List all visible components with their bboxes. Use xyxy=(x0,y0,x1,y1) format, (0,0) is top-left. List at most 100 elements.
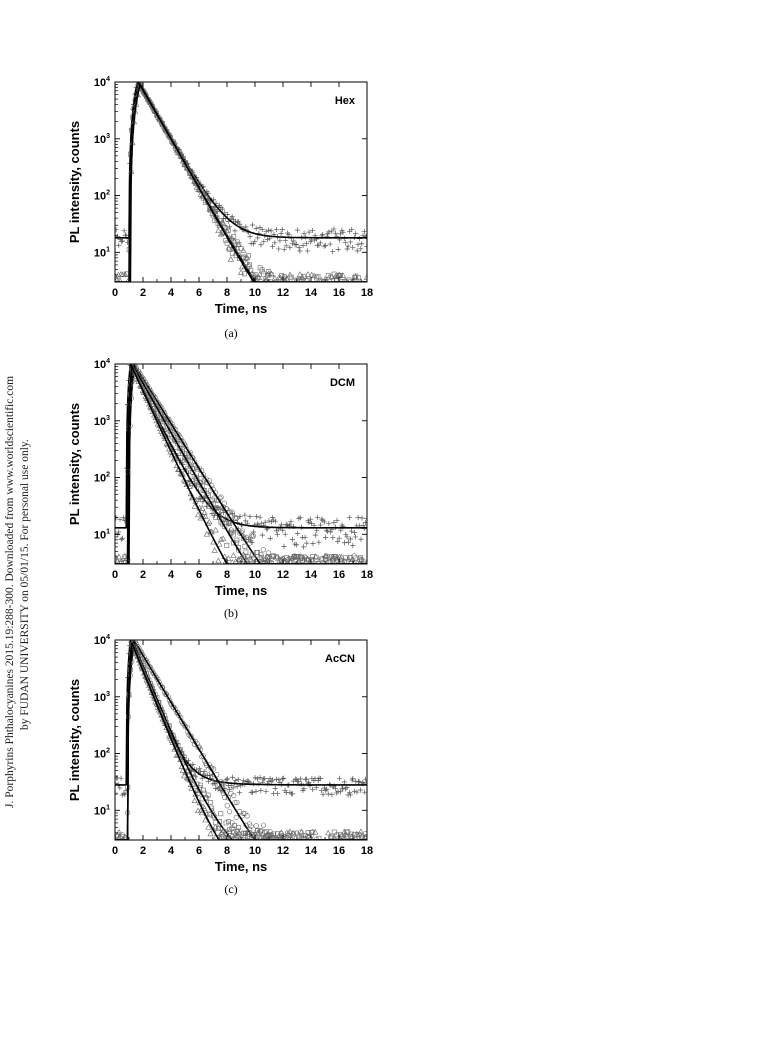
data-point xyxy=(279,776,286,782)
data-point xyxy=(189,781,197,787)
data-point xyxy=(196,186,203,193)
data-point xyxy=(207,830,214,837)
data-point xyxy=(310,786,316,793)
panel-label: Hex xyxy=(335,95,356,107)
data-point xyxy=(331,783,337,789)
data-point xyxy=(216,514,222,520)
data-point xyxy=(344,785,350,791)
data-point xyxy=(209,807,216,813)
data-point xyxy=(333,560,338,564)
data-point xyxy=(216,825,221,831)
data-point xyxy=(291,277,297,282)
data-point xyxy=(250,533,257,539)
data-point xyxy=(258,554,264,560)
data-point xyxy=(169,139,177,145)
data-point xyxy=(297,829,303,835)
data-point xyxy=(294,227,301,233)
x-tick-label: 0 xyxy=(112,287,118,299)
data-point xyxy=(256,780,262,787)
data-point xyxy=(340,229,346,235)
data-point xyxy=(242,512,248,518)
data-point xyxy=(254,830,261,836)
data-point xyxy=(237,221,243,227)
data-point xyxy=(266,778,272,784)
data-point xyxy=(305,830,311,835)
y-tick-label: 102 xyxy=(94,748,110,761)
data-point xyxy=(285,555,292,561)
data-point xyxy=(145,660,151,666)
data-point xyxy=(152,673,158,679)
data-point xyxy=(218,811,224,817)
data-point xyxy=(286,271,294,278)
data-point xyxy=(212,526,219,533)
data-point xyxy=(211,547,218,553)
data-point xyxy=(181,772,188,779)
data-point xyxy=(230,552,237,558)
data-point xyxy=(288,274,294,280)
data-point xyxy=(340,785,346,791)
data-point xyxy=(341,779,347,785)
data-point xyxy=(117,516,123,522)
data-point xyxy=(218,494,224,500)
data-point xyxy=(323,242,329,249)
data-point xyxy=(299,274,306,280)
chart-panel-accn: 0 2 4 6 8 10 12 14 16 18 101 102 103 104 Time, ns PL in… xyxy=(67,634,373,874)
data-point xyxy=(191,503,198,509)
data-point xyxy=(337,231,343,237)
data-point xyxy=(197,765,203,772)
data-point xyxy=(292,553,299,559)
data-point xyxy=(224,835,231,840)
data-point xyxy=(298,828,305,835)
data-point xyxy=(287,559,294,564)
data-point xyxy=(313,784,319,791)
data-point xyxy=(254,521,261,527)
data-point xyxy=(228,832,236,839)
data-point xyxy=(354,248,360,254)
data-point xyxy=(342,277,348,282)
data-point xyxy=(157,404,163,410)
fit-line-square xyxy=(115,364,367,564)
data-point xyxy=(351,788,358,794)
data-point xyxy=(155,114,163,121)
fit-line-triangle xyxy=(115,82,367,282)
data-point xyxy=(329,833,334,839)
data-point xyxy=(177,152,184,159)
data-point xyxy=(353,231,359,237)
data-point xyxy=(208,799,214,805)
data-point xyxy=(205,824,212,830)
data-point xyxy=(215,824,222,831)
x-tick-label: 4 xyxy=(168,845,175,857)
data-points xyxy=(115,364,367,564)
data-point xyxy=(244,254,251,261)
x-tick-label: 14 xyxy=(305,845,318,857)
data-point xyxy=(334,554,341,561)
data-point xyxy=(329,792,335,798)
data-point xyxy=(118,536,124,542)
data-point xyxy=(287,522,293,528)
data-point xyxy=(221,229,228,235)
data-point xyxy=(317,522,324,528)
data-point xyxy=(243,549,249,555)
data-point xyxy=(331,226,337,232)
data-point xyxy=(264,831,271,837)
data-point xyxy=(361,228,367,235)
data-point xyxy=(116,242,122,248)
data-point xyxy=(186,451,193,457)
data-point xyxy=(234,537,240,543)
data-point xyxy=(159,430,166,437)
data-point xyxy=(321,519,327,525)
data-point xyxy=(232,228,238,234)
x-tick-label: 8 xyxy=(224,845,230,857)
data-point xyxy=(308,271,315,278)
data-point xyxy=(330,248,336,255)
data-point xyxy=(288,519,294,525)
data-point xyxy=(264,781,271,787)
data-point xyxy=(306,229,312,235)
data-point xyxy=(183,481,190,487)
x-tick-label: 14 xyxy=(305,287,318,299)
data-point xyxy=(226,828,233,834)
data-point xyxy=(270,514,276,521)
data-point xyxy=(182,724,189,730)
data-point xyxy=(304,555,311,562)
data-point xyxy=(248,532,254,538)
